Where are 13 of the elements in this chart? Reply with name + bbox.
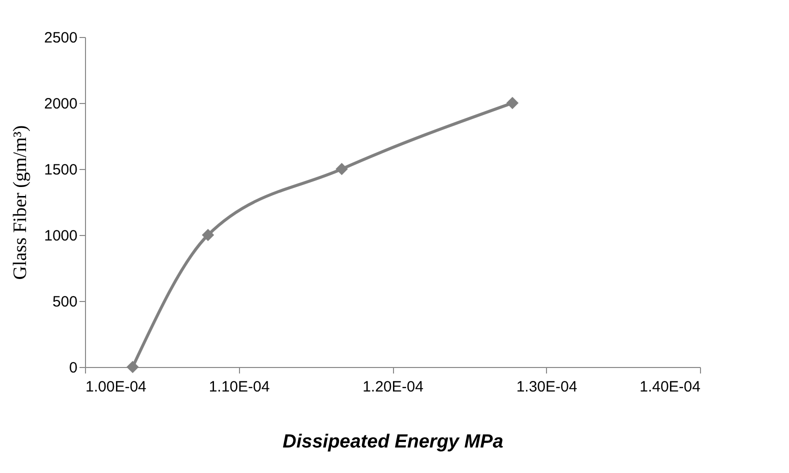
x-tick-label: 1.20E-04 [362, 378, 424, 396]
y-tick-label: 2000 [44, 96, 78, 112]
x-tick-label: 1.00E-04 [86, 378, 146, 396]
y-tick-label: 1000 [44, 228, 78, 244]
y-tick-label: 1500 [44, 162, 78, 178]
x-tick-label: 1.40E-04 [640, 378, 700, 396]
y-axis-title: Glass Fiber (gm/m³) [10, 125, 32, 280]
y-tick-label: 500 [52, 294, 78, 310]
x-axis-title: Dissipeated Energy MPa [282, 432, 504, 452]
y-tick-label: 0 [69, 360, 78, 376]
y-tick-label: 2500 [44, 30, 78, 46]
x-tick-label: 1.10E-04 [208, 378, 270, 396]
x-tick-label: 1.30E-04 [516, 378, 578, 396]
